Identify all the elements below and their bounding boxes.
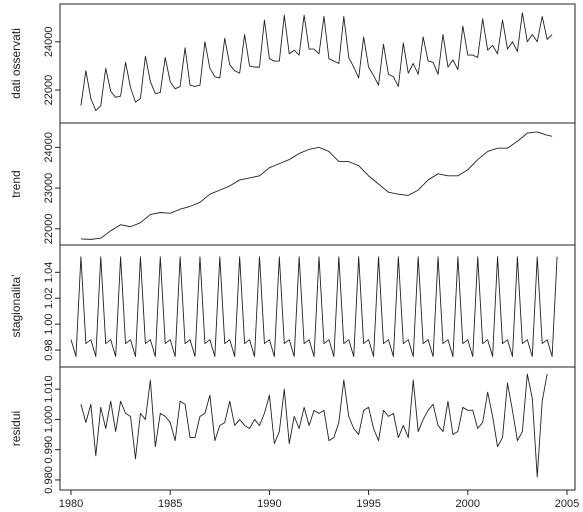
y-tick-label-stagionalita: 0.98 xyxy=(43,339,55,360)
panel-frame xyxy=(59,366,576,491)
panel-dati-osservati: 22000 24000 dati osservati xyxy=(9,3,576,124)
y-axis-label-stagionalita: stagionalita' xyxy=(9,275,23,338)
panel-trend: 22000 23000 24000 trend xyxy=(9,122,576,246)
series-line-residui xyxy=(80,373,548,478)
x-axis: 1980 1985 1990 1995 2000 2005 xyxy=(59,490,579,510)
panel-frame xyxy=(59,3,576,124)
y-axis-label-dati-osservati: dati osservati xyxy=(9,28,23,99)
x-tick-label: 1995 xyxy=(356,498,380,510)
y-axis-label-trend: trend xyxy=(9,170,23,197)
x-tick-label: 1980 xyxy=(59,498,83,510)
panel-residui: 0.980 0.990 1.000 1.010 residui xyxy=(9,366,576,494)
y-tick-label-stagionalita: 1.00 xyxy=(43,313,55,334)
x-tick-label: 2000 xyxy=(456,498,480,510)
y-axis-label-residui: residui xyxy=(9,411,23,446)
y-tick-label-stagionalita: 1.02 xyxy=(43,288,55,309)
y-tick-label-dati-osservati: 24000 xyxy=(43,26,55,57)
series-line-trend xyxy=(80,131,553,240)
panel-frame xyxy=(59,122,576,246)
x-tick-label: 1990 xyxy=(257,498,281,510)
y-tick-label-residui: 1.000 xyxy=(43,406,55,434)
y-tick-label-residui: 0.980 xyxy=(43,466,55,494)
y-tick-label-trend: 24000 xyxy=(43,132,55,163)
series-line-stagionalita xyxy=(70,256,558,357)
x-tick-label: 1985 xyxy=(158,498,182,510)
y-tick-label-residui: 0.990 xyxy=(43,436,55,464)
panel-stagionalita: 0.98 1.00 1.02 1.04 stagionalita' xyxy=(9,244,576,368)
series-line-dati-osservati xyxy=(80,12,553,111)
chart-panels: 22000 24000 dati osservati 22000 23000 24000 t… xyxy=(9,3,576,494)
x-tick-label: 2005 xyxy=(555,498,579,510)
y-tick-label-stagionalita: 1.04 xyxy=(43,262,55,283)
y-tick-label-dati-osservati: 22000 xyxy=(43,75,55,106)
y-tick-label-residui: 1.010 xyxy=(43,375,55,403)
y-tick-label-trend: 23000 xyxy=(43,173,55,204)
y-tick-label-trend: 22000 xyxy=(43,213,55,244)
